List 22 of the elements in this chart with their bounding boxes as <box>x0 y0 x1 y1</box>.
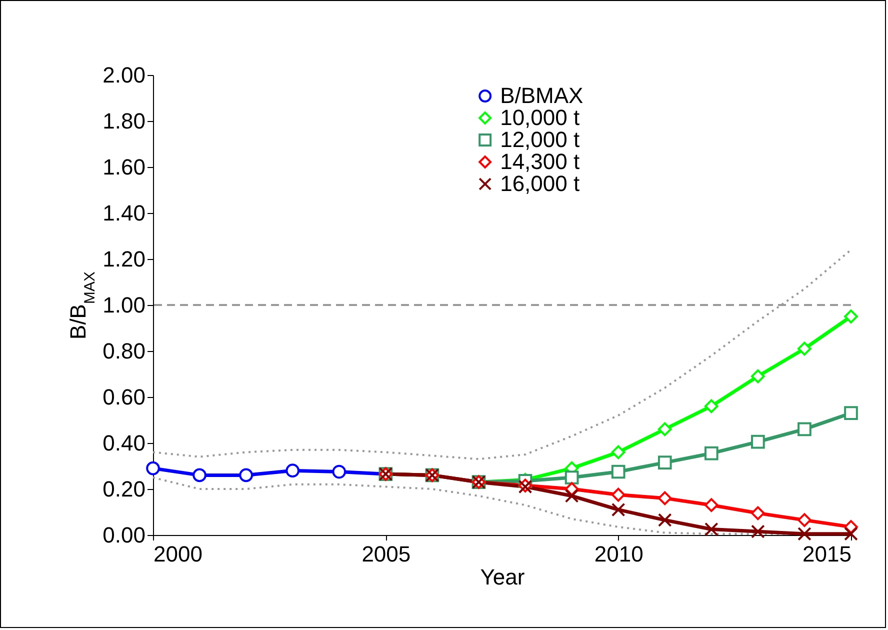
y-tick-label: 1.80 <box>102 108 146 134</box>
y-tick-label: 0.20 <box>102 476 146 502</box>
legend-label: 10,000 t <box>500 105 580 130</box>
y-tick-label: 1.00 <box>102 292 146 318</box>
legend-label: 12,000 t <box>500 127 580 152</box>
x-axis-title: Year <box>480 564 525 590</box>
y-tick-label: 0.60 <box>102 384 146 410</box>
x-tick-label: 2010 <box>594 542 644 566</box>
x-tick-label: 2005 <box>362 542 411 566</box>
y-tick-label: 0.40 <box>102 430 146 456</box>
legend-label: 14,300 t <box>500 149 580 174</box>
y-tick-label: 0.80 <box>102 338 146 364</box>
y-tick-label: 1.40 <box>102 200 146 226</box>
legend-label: B/BMAX <box>500 83 584 108</box>
y-tick-label: 1.60 <box>102 154 146 180</box>
x-tick-label: 2015 <box>802 542 852 566</box>
legend-label: 16,000 t <box>500 171 580 196</box>
y-tick-label: 1.20 <box>102 246 146 272</box>
line-series <box>152 248 852 460</box>
y-tick-label: 2.00 <box>102 62 146 88</box>
x-tick-label: 2000 <box>154 542 202 566</box>
y-tick-label: 0.00 <box>102 522 146 548</box>
